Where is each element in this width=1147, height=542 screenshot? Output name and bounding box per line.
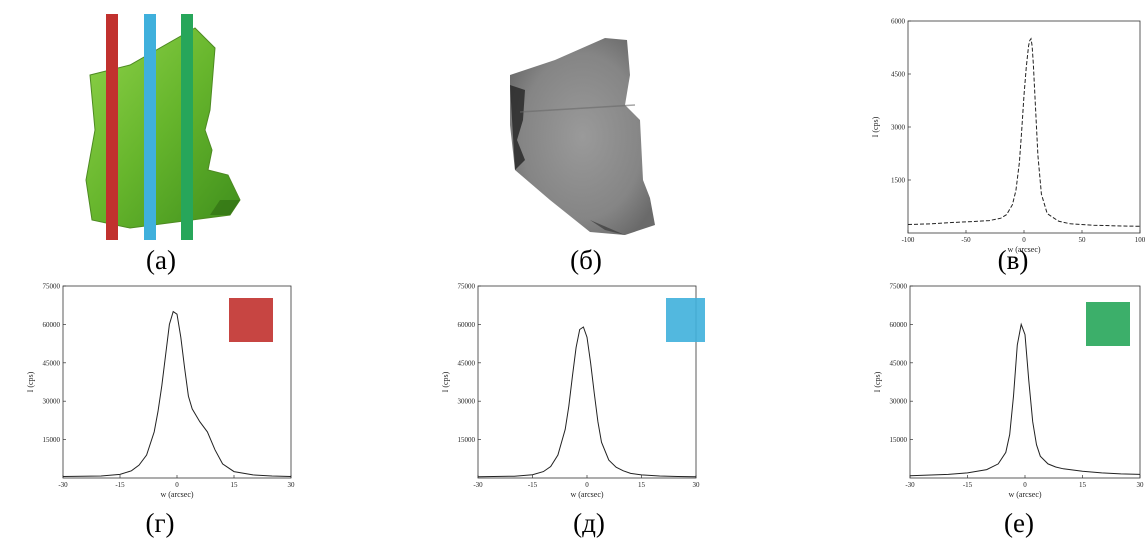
x-tick-label: -30 [905,481,915,489]
y-tick-label: 15000 [43,436,61,444]
y-tick-label: 45000 [890,359,908,367]
grayscale-map-image [510,38,655,235]
x-axis-label: w (arcsec) [1008,490,1041,499]
panel-e-chart: -30 -15 0 15 30 15000 30000 45000 60000 75000 w (a… [862,280,1147,510]
chart-g: -30 -15 0 15 30 15000 30000 45000 60000 75000 w (a… [26,283,295,500]
x-tick-label: 30 [1137,481,1145,489]
caption-e: (д) [573,508,605,538]
rocking-curve-chart-e: -30 -15 0 15 30 15000 30000 45000 60000 75000 w (a… [873,283,1144,500]
legend-swatch [1086,302,1130,346]
plot-frame [477,285,697,479]
y-axis-label: I (cps) [26,371,35,392]
chart-v: -100 -50 0 50 100 1500 3000 4500 6000 w (arcsec) I… [871,18,1146,255]
y-tick-label: 3000 [891,124,906,132]
y-tick-label: 45000 [458,359,476,367]
x-tick-label: 15 [1079,481,1087,489]
y-tick-label: 60000 [458,321,476,329]
y-tick-label: 60000 [43,321,61,329]
y-tick-label: 4500 [891,71,906,79]
y-tick-label: 75000 [458,283,476,291]
green-sample-image [85,14,241,240]
x-tick-label: 0 [585,481,589,489]
caption-d: (г) [145,508,175,538]
y-tick-label: 75000 [43,283,61,291]
x-tick-label: 15 [638,481,646,489]
plot-frame [907,20,1141,234]
y-tick-label: 1500 [891,177,906,185]
rocking-curve-chart-v: -100 -50 0 50 100 1500 3000 4500 6000 w (arcsec) I… [871,18,1146,255]
panel-d-chart: -30 -15 0 15 30 15000 30000 45000 60000 75000 w (a… [430,280,710,510]
x-tick-label: -100 [902,236,915,244]
x-tick-label: -15 [115,481,125,489]
caption-b: (б) [570,245,602,275]
legend-swatch [229,298,273,342]
y-tick-label: 30000 [890,398,908,406]
rocking-curve-chart-g: -30 -15 0 15 30 15000 30000 45000 60000 75000 w (a… [26,283,295,500]
panel-b-gray-map [495,30,670,245]
caption-a: (а) [146,245,176,275]
y-tick-label: 6000 [891,18,906,26]
green-band [181,14,193,240]
caption-c: (в) [997,245,1029,275]
x-tick-label: 30 [288,481,296,489]
sample-shape [85,27,241,229]
series-line [477,326,697,478]
x-tick-label: 0 [1023,481,1027,489]
map-shape [510,38,655,235]
x-tick-label: 0 [1022,236,1026,244]
x-tick-label: 50 [1079,236,1087,244]
x-tick-label: -30 [473,481,483,489]
caption-f: (е) [1004,508,1034,538]
x-tick-label: -15 [963,481,973,489]
x-tick-label: 30 [693,481,701,489]
y-tick-label: 30000 [43,398,61,406]
y-axis-label: I (cps) [873,371,882,392]
panel-g-chart: -30 -15 0 15 30 15000 30000 45000 60000 75000 w (a… [25,280,300,510]
chart-d: -30 -15 0 15 30 15000 30000 45000 60000 75000 w (a… [441,283,710,499]
chart-e: -30 -15 0 15 30 15000 30000 45000 60000 75000 w (a… [873,283,1144,500]
panel-v-chart: -100 -50 0 50 100 1500 3000 4500 6000 w (arcsec) I… [868,15,1147,260]
x-axis-label: w (arcsec) [570,490,603,499]
x-tick-label: 0 [175,481,179,489]
y-tick-label: 30000 [458,398,476,406]
y-tick-label: 60000 [890,321,908,329]
x-tick-label: 100 [1135,236,1146,244]
rocking-curve-chart-d: -30 -15 0 15 30 15000 30000 45000 60000 75000 w (a… [441,283,710,499]
blue-band [144,14,156,240]
legend-swatch [666,298,710,342]
series-line [909,322,1141,477]
y-tick-label: 45000 [43,359,61,367]
x-tick-label: -50 [961,236,971,244]
y-axis-label: I (cps) [441,371,450,392]
x-axis-label: w (arcsec) [1007,245,1040,254]
x-tick-label: -15 [528,481,538,489]
x-tick-label: 15 [231,481,239,489]
x-tick-label: -30 [58,481,68,489]
series-line [62,310,292,477]
y-tick-label: 15000 [458,436,476,444]
y-axis-label: I (cps) [871,116,880,137]
y-tick-label: 75000 [890,283,908,291]
panel-a-sample-photo [70,10,260,245]
series-line [907,37,1141,227]
y-tick-label: 15000 [890,436,908,444]
red-band [106,14,118,240]
x-axis-label: w (arcsec) [160,490,193,499]
